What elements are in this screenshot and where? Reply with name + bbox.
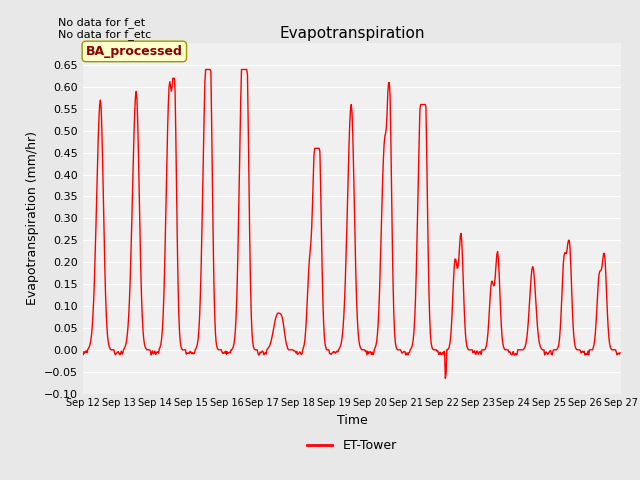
Title: Evapotranspiration: Evapotranspiration <box>279 25 425 41</box>
Legend: ET-Tower: ET-Tower <box>302 434 402 457</box>
Text: No data for f_etc: No data for f_etc <box>58 29 151 40</box>
Text: No data for f_et: No data for f_et <box>58 17 145 28</box>
Y-axis label: Evapotranspiration (mm/hr): Evapotranspiration (mm/hr) <box>26 132 39 305</box>
X-axis label: Time: Time <box>337 414 367 427</box>
Text: BA_processed: BA_processed <box>86 45 183 58</box>
